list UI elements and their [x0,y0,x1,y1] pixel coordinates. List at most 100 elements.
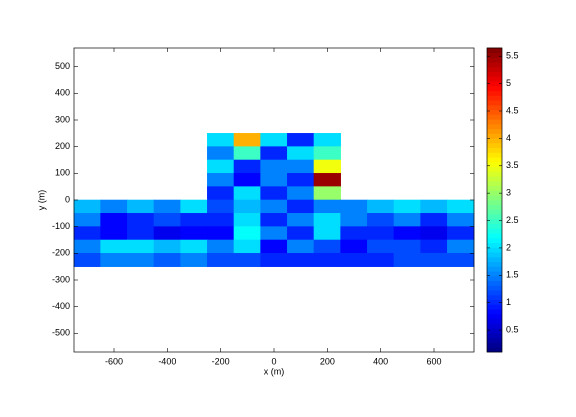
colorbar-step [487,308,502,315]
colorbar-step [487,123,502,130]
colorbar-step [487,185,502,191]
colorbar-step [487,242,502,248]
colorbar-step [487,228,502,234]
y-tick-label: 300 [55,114,70,124]
heat-cell [287,173,315,187]
colorbar-step [487,71,502,77]
heat-cell [447,213,475,227]
heat-cell [233,133,261,147]
colorbar-step [487,133,502,139]
colorbar-tick-label: 3 [506,188,511,198]
heat-cell [233,146,261,161]
heat-cell [340,253,368,267]
heat-cell [73,199,101,214]
heat-cell [313,199,341,214]
heat-cell [260,133,288,147]
heat-cell [447,239,475,254]
colorbar-step [487,190,502,196]
colorbar-tick-label: 5 [506,78,511,88]
colorbar-step [487,76,502,82]
heat-cell [313,173,341,187]
heat-cell [313,146,341,161]
heat-cell [233,213,261,227]
colorbar-step [487,285,502,291]
heat-cell [207,253,235,267]
colorbar-step [487,337,502,343]
colorbar-step [487,199,502,206]
y-tick-label: 400 [55,88,70,98]
heat-cell [127,253,155,267]
heat-cell [127,226,155,241]
heat-cell [287,146,315,161]
colorbar-tick-label: 2.5 [506,215,519,225]
heat-cell [73,239,101,254]
colorbar-step [487,85,502,92]
x-tick-label: -400 [158,356,176,366]
heat-cell [207,133,235,147]
heat-cell [313,133,341,147]
y-tick-label: 0 [65,194,70,204]
heat-cell [100,239,128,254]
heat-cell [260,159,288,174]
colorbar-step [487,275,502,282]
heat-cell [340,239,368,254]
colorbar-step [487,327,502,334]
heat-cell [207,226,235,241]
heat-cell [447,226,475,241]
heat-cell [287,226,315,241]
colorbar-step [487,251,502,258]
heat-cell [393,199,421,214]
colorbar-step [487,156,502,163]
colorbar-step [487,128,502,134]
colorbar-step [487,323,502,329]
heat-cell [207,199,235,214]
y-tick-label: 100 [55,168,70,178]
heat-cell [313,226,341,241]
heat-cell [153,199,181,214]
heat-cell [260,213,288,227]
heat-cell [393,239,421,254]
heat-cell [447,253,475,267]
heat-cell [233,186,261,201]
heat-cell [127,199,155,214]
heat-cell [260,199,288,214]
y-tick-label: -200 [52,248,70,258]
colorbar-step [487,346,502,353]
colorbar-step [487,52,502,58]
heat-cell [313,159,341,174]
colorbar-step [487,109,502,115]
heat-cell [153,239,181,254]
heat-cell [287,133,315,147]
heat-cell [420,213,448,227]
colorbar-step [487,289,502,296]
colorbar-step [487,137,502,144]
x-tick-label: -600 [105,356,123,366]
colorbar-step [487,147,502,153]
colorbar-step [487,90,502,96]
x-tick-label: 600 [426,356,441,366]
colorbar-step [487,114,502,120]
heat-cell [153,226,181,241]
heat-cell [313,239,341,254]
heat-cell [233,253,261,267]
heat-cell [233,199,261,214]
heat-cell [260,253,288,267]
colorbar-step [487,232,502,239]
colorbar-step [487,213,502,220]
colorbar-step [487,247,502,253]
heat-cell [73,226,101,241]
heat-cell [233,239,261,254]
colorbar-tick-label: 2 [506,242,511,252]
heat-cell [447,199,475,214]
colorbar-step [487,180,502,187]
colorbar-step [487,318,502,324]
colorbar-step [487,175,502,182]
colorbar-step [487,270,502,277]
colorbar-tick-label: 5.5 [506,51,519,61]
colorbar-step [487,142,502,149]
colorbar-step [487,99,502,106]
heat-cell [153,253,181,267]
colorbar-step [487,118,502,125]
colorbar-step [487,209,502,215]
